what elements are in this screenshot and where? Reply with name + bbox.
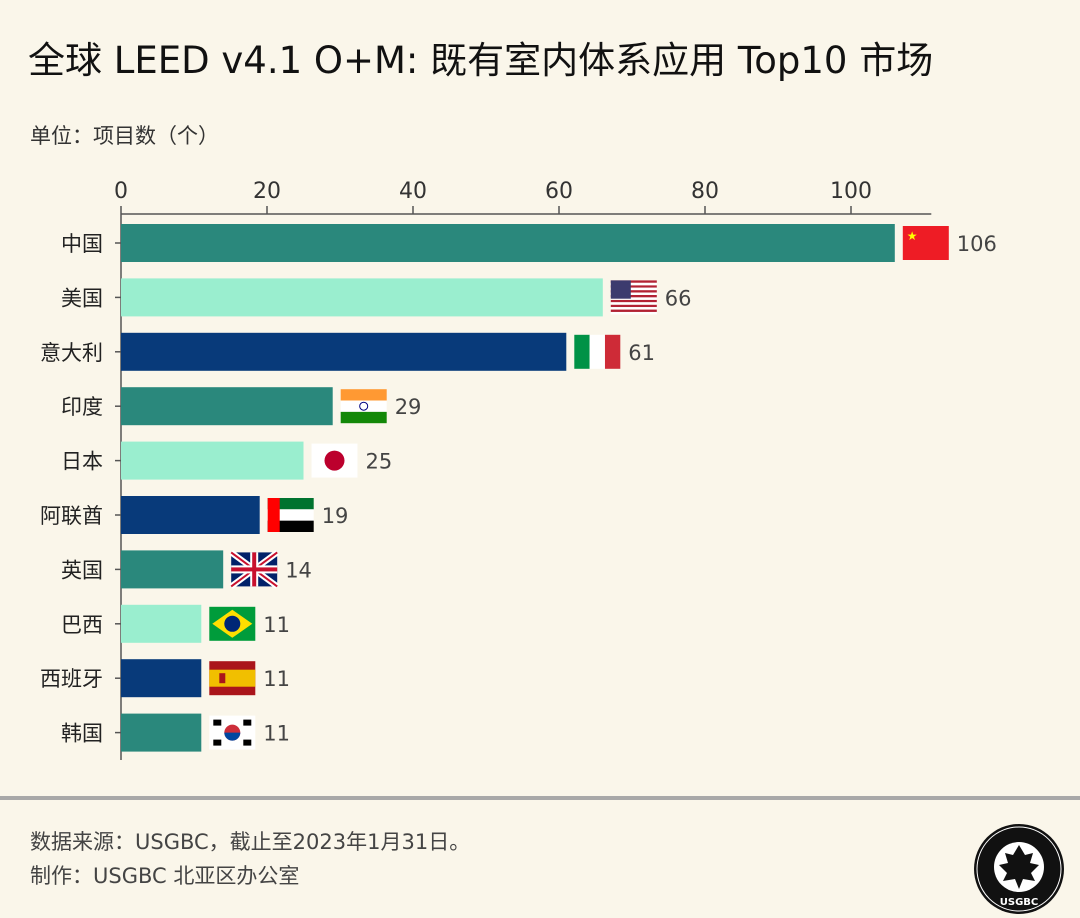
x-tick-label: 20 (253, 179, 281, 204)
x-tick-label: 40 (399, 179, 427, 204)
source-note: 数据来源：USGBC，截止至2023年1月31日。 (30, 830, 471, 854)
bar (121, 550, 224, 589)
svg-text:★: ★ (907, 229, 918, 243)
bar (121, 278, 603, 317)
chart-title: 全球 LEED v4.1 O+M: 既有室内体系应用 Top10 市场 (28, 39, 934, 82)
usa-flag-icon (610, 280, 657, 315)
bar-group: 巴西 11 (61, 604, 290, 643)
bar-group: 韩国 11 (61, 713, 290, 752)
italy-flag-icon (574, 334, 621, 369)
bar-group: 美国 66 (61, 278, 692, 317)
bar-group: 日本 25 (61, 441, 393, 480)
category-label: 英国 (61, 558, 103, 582)
value-label: 29 (395, 395, 422, 419)
x-tick-label: 100 (830, 179, 872, 204)
unit-label: 单位：项目数（个） (30, 124, 219, 148)
value-label: 66 (665, 286, 692, 310)
bar-group: 印度 29 (61, 387, 422, 426)
value-label: 11 (263, 722, 290, 746)
value-label: 25 (366, 450, 393, 474)
bar-group: 意大利 61 (40, 332, 655, 371)
category-label: 中国 (61, 232, 103, 256)
bar (121, 387, 333, 426)
category-label: 美国 (61, 286, 103, 310)
china-flag-icon: ★ (902, 226, 949, 260)
bar-chart: 0 20 40 60 80 100 中国 ★ 106 美国 66 意大利 61 印度 29 日本 25 阿联酋 19… (40, 179, 997, 760)
value-label: 11 (263, 667, 290, 691)
category-label: 西班牙 (40, 667, 103, 691)
korea-flag-icon (209, 715, 256, 750)
value-label: 11 (263, 613, 290, 637)
bar-group: 西班牙 11 (40, 659, 290, 698)
category-label: 印度 (61, 395, 103, 419)
divider (0, 796, 1080, 800)
bar-group: 英国 14 (61, 549, 312, 589)
bar (121, 496, 260, 534)
x-tick-label: 60 (545, 179, 573, 204)
bar-group: 阿联酋 19 (40, 496, 348, 534)
category-label: 阿联酋 (40, 504, 103, 528)
x-tick-label: 80 (691, 179, 719, 204)
japan-flag-icon (311, 443, 358, 478)
spain-flag-icon (209, 661, 256, 696)
bar (121, 713, 202, 752)
svg-text:USGBC: USGBC (1000, 897, 1039, 908)
bar-group: 中国 ★ 106 (61, 224, 997, 262)
bar (121, 659, 202, 698)
value-label: 19 (322, 504, 349, 528)
brazil-flag-icon (209, 606, 256, 641)
value-label: 61 (628, 341, 655, 365)
india-flag-icon (340, 389, 387, 424)
x-tick-label: 0 (114, 179, 128, 204)
category-label: 巴西 (61, 613, 103, 637)
uk-flag-icon (229, 549, 279, 589)
category-label: 韩国 (61, 722, 103, 746)
value-label: 106 (957, 232, 997, 256)
category-label: 意大利 (40, 341, 103, 365)
bar (121, 441, 304, 480)
bar (121, 604, 202, 643)
maker-note: 制作：USGBC 北亚区办公室 (30, 864, 300, 888)
usgbc-logo: USGBC (974, 824, 1064, 914)
category-label: 日本 (61, 450, 103, 474)
value-label: 14 (285, 558, 312, 582)
uae-flag-icon (267, 498, 314, 532)
bar (121, 224, 895, 262)
bar (121, 332, 567, 371)
